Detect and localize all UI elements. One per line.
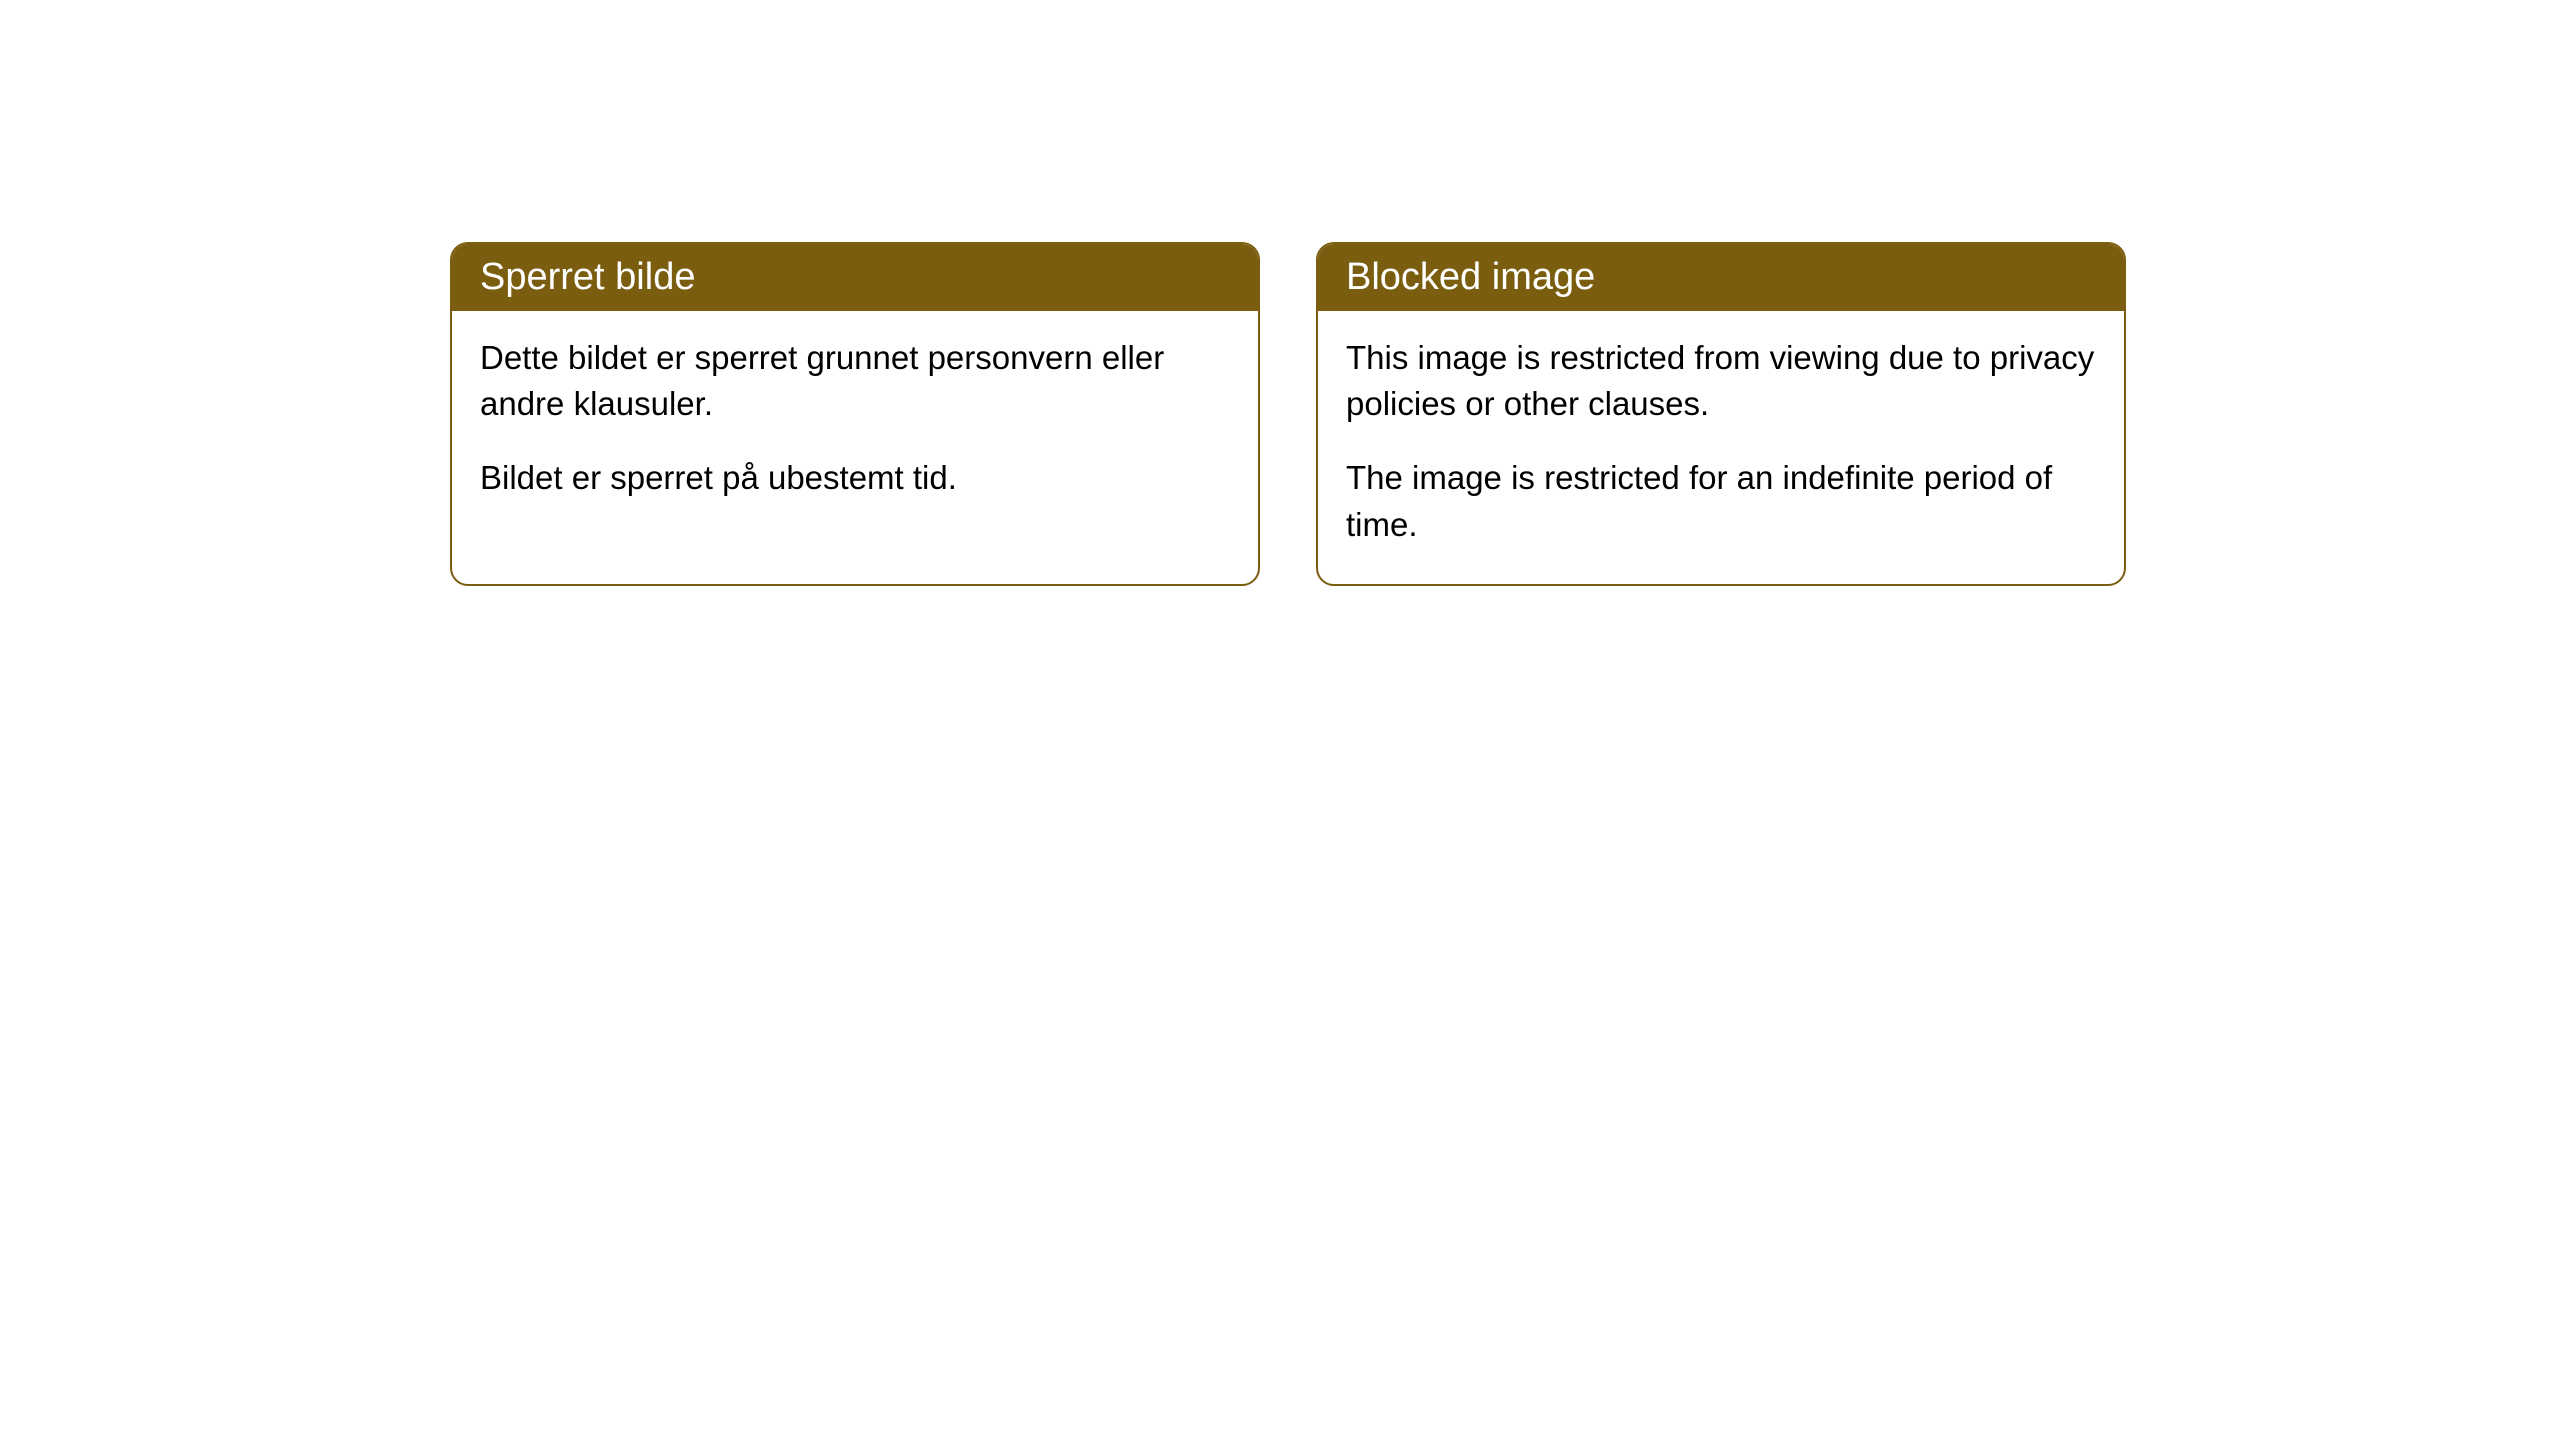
- card-header: Sperret bilde: [452, 244, 1258, 311]
- cards-container: Sperret bilde Dette bildet er sperret gr…: [450, 242, 2126, 586]
- card-header: Blocked image: [1318, 244, 2124, 311]
- card-paragraph: The image is restricted for an indefinit…: [1346, 455, 2096, 547]
- card-title: Sperret bilde: [480, 256, 695, 298]
- card-title: Blocked image: [1346, 256, 1595, 298]
- card-body: Dette bildet er sperret grunnet personve…: [452, 311, 1258, 538]
- card-body: This image is restricted from viewing du…: [1318, 311, 2124, 584]
- card-paragraph: Dette bildet er sperret grunnet personve…: [480, 335, 1230, 427]
- blocked-image-card-norwegian: Sperret bilde Dette bildet er sperret gr…: [450, 242, 1260, 586]
- card-paragraph: Bildet er sperret på ubestemt tid.: [480, 455, 1230, 501]
- card-paragraph: This image is restricted from viewing du…: [1346, 335, 2096, 427]
- blocked-image-card-english: Blocked image This image is restricted f…: [1316, 242, 2126, 586]
